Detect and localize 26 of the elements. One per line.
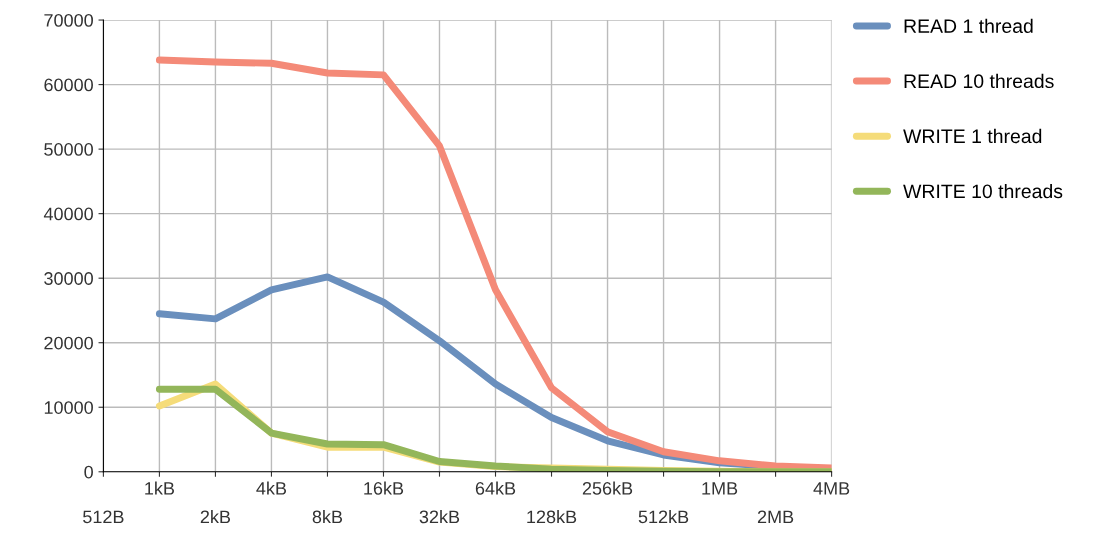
x-tick-label: 1MB — [702, 482, 738, 495]
x-tick-label: 16kB — [364, 481, 404, 495]
x-tick-label: 2MB — [757, 510, 794, 524]
x-tick-label: 1kB — [145, 481, 175, 495]
legend-label: READ 10 threads — [904, 73, 1054, 89]
x-tick-label: 512kB — [638, 509, 689, 524]
y-tick-label: 30000 — [44, 272, 93, 285]
y-tick-label: 10000 — [44, 401, 93, 414]
legend-label: READ 1 thread — [904, 18, 1033, 34]
legend-label: WRITE 1 thread — [903, 128, 1042, 144]
y-tick-label: 20000 — [44, 336, 93, 350]
x-tick-label: 2kB — [200, 509, 231, 524]
y-tick-label: 60000 — [44, 78, 93, 92]
x-tick-label: 4kB — [256, 481, 287, 495]
x-tick-label: 8kB — [312, 509, 343, 524]
y-tick-label: 40000 — [43, 207, 93, 221]
legend-label: WRITE 10 threads — [903, 183, 1063, 199]
y-tick-label: 0 — [84, 465, 93, 479]
x-tick-label: 128kB — [527, 509, 577, 524]
x-tick-label: 256kB — [582, 481, 633, 495]
y-tick-label: 70000 — [44, 13, 93, 27]
x-tick-label: 512B — [83, 510, 124, 524]
x-tick-label: 4MB — [813, 482, 850, 495]
x-tick-label: 64kB — [475, 481, 516, 495]
x-tick-label: 32kB — [419, 509, 460, 524]
y-tick-label: 50000 — [44, 143, 93, 156]
